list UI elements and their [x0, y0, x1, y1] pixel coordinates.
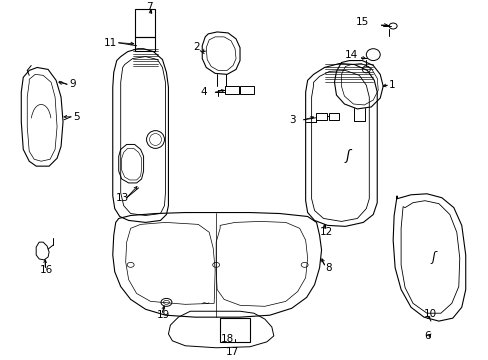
Bar	[134, 9, 154, 37]
Text: 19: 19	[156, 310, 169, 320]
Bar	[315, 113, 326, 120]
Text: 14: 14	[344, 50, 357, 60]
Bar	[240, 86, 253, 94]
Text: ʃ: ʃ	[345, 149, 349, 163]
Text: 1: 1	[388, 80, 395, 90]
Text: 7: 7	[146, 2, 153, 12]
Text: 18: 18	[221, 334, 234, 344]
Bar	[224, 86, 239, 94]
Bar	[220, 318, 249, 342]
Text: 15: 15	[355, 17, 368, 27]
Text: 3: 3	[288, 115, 295, 125]
Text: 6: 6	[423, 331, 430, 341]
Bar	[328, 113, 339, 120]
Text: ∼: ∼	[200, 299, 209, 309]
Text: 5: 5	[73, 112, 80, 122]
Text: ʃ: ʃ	[431, 251, 435, 265]
Text: 11: 11	[103, 38, 117, 48]
Text: 9: 9	[69, 79, 76, 89]
Bar	[134, 37, 154, 51]
Text: 13: 13	[116, 193, 129, 203]
Text: 10: 10	[423, 309, 436, 319]
Text: 12: 12	[319, 227, 332, 237]
Text: 16: 16	[40, 265, 53, 275]
Text: 2: 2	[193, 42, 200, 52]
Text: 8: 8	[325, 263, 331, 273]
Text: 4: 4	[200, 87, 206, 97]
Text: 17: 17	[225, 347, 239, 357]
